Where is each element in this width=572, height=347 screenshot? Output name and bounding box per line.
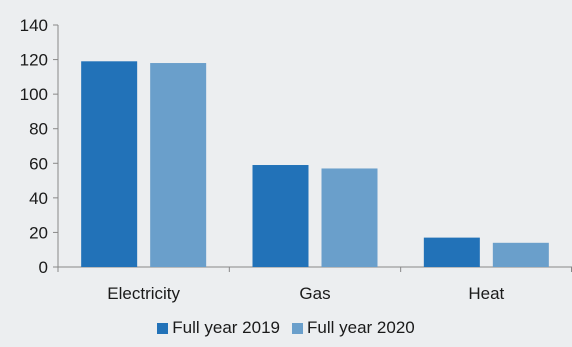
x-axis: Electricity Gas Heat: [57, 266, 572, 303]
legend-label-2019: Full year 2019: [172, 318, 280, 337]
legend-swatch-2020: [292, 322, 303, 334]
bar-chart: 0 20 40 60 80 100 120 140 Electricity Gas Heat: [20, 16, 572, 303]
bar-2019-gas: [252, 165, 309, 267]
y-tick-label: 40: [29, 189, 48, 208]
bar-2019-electricity: [81, 61, 138, 267]
y-tick-label: 120: [20, 51, 48, 70]
bar-2020-heat: [492, 242, 549, 267]
y-tick-label: 140: [20, 16, 48, 35]
y-tick-label: 80: [29, 120, 48, 139]
bars: [81, 61, 549, 268]
y-tick-label: 0: [39, 258, 48, 277]
x-tick-label: Electricity: [107, 284, 180, 303]
legend-item-2019: Full year 2019: [157, 318, 280, 338]
bar-2020-electricity: [150, 63, 207, 268]
y-tick-label: 60: [29, 154, 48, 173]
y-axis: 0 20 40 60 80 100 120 140: [20, 16, 59, 277]
legend-label-2020: Full year 2020: [307, 318, 415, 337]
x-tick-label: Heat: [468, 284, 504, 303]
legend-swatch-2019: [157, 322, 169, 334]
legend-item-2020: Full year 2020: [292, 318, 415, 338]
y-tick-label: 100: [20, 85, 48, 104]
y-tick-label: 20: [29, 223, 48, 242]
x-tick-label: Gas: [299, 284, 330, 303]
legend: Full year 2019 Full year 2020: [0, 318, 572, 338]
bar-2020-gas: [321, 168, 378, 267]
bar-2019-heat: [423, 237, 480, 267]
